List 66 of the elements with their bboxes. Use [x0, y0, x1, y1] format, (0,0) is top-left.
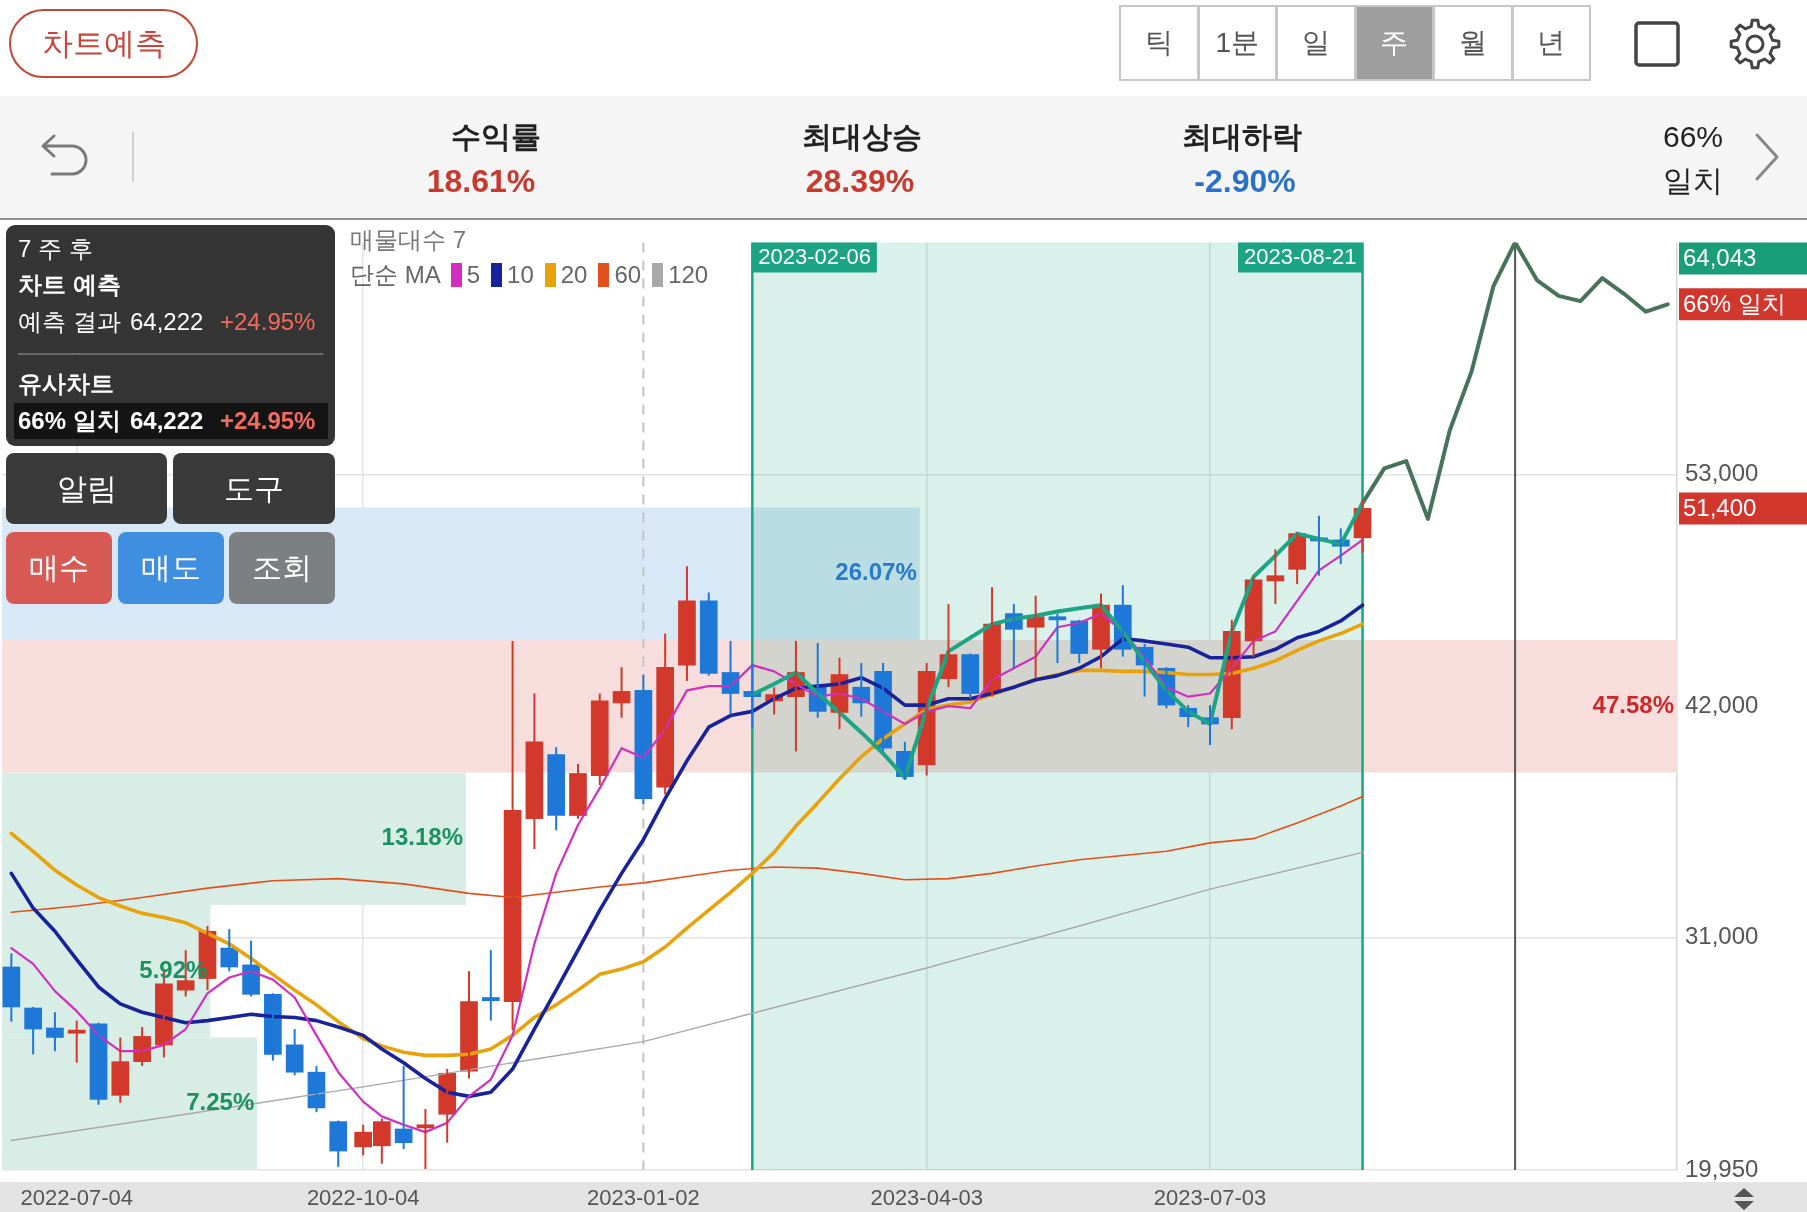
legend-label: 10 — [507, 261, 534, 288]
button: 알림 — [6, 453, 167, 524]
text: 51,400 — [1683, 494, 1757, 521]
button: 매도 — [118, 532, 224, 604]
band-label: 26.07% — [835, 558, 917, 586]
candlestick — [1048, 612, 1067, 664]
annotation: 66% 일치 — [18, 407, 121, 434]
text: 66% 일치 — [1662, 119, 1723, 199]
band-label: 13.18% — [381, 823, 463, 851]
selected-tab: 주 — [1354, 5, 1434, 81]
annotation: 차트 예측 — [18, 271, 121, 298]
candlestick — [329, 1119, 348, 1168]
ref-line-label: 2023-08-21 — [1244, 244, 1357, 270]
annotation: 매물대수 7 — [350, 226, 467, 253]
text: 최대하락 — [1182, 120, 1302, 153]
ref-line-label: 2023-02-06 — [758, 244, 871, 270]
x-tick-label: 2022-10-04 — [306, 1185, 420, 1211]
x-tick-label: 2023-07-03 — [1153, 1185, 1267, 1211]
text: -2.90% — [1194, 163, 1296, 199]
tab: 일 — [1276, 5, 1356, 81]
annotation: 매수 — [29, 551, 89, 584]
candlestick — [699, 591, 718, 677]
annotation: 조회 — [252, 551, 312, 584]
annotation: 도구 — [224, 471, 284, 505]
text: 66% 일치 — [1683, 289, 1786, 317]
band-label: 7.25% — [186, 1088, 255, 1116]
annotation: 예측 결과 — [18, 308, 121, 335]
candlestick — [547, 746, 566, 832]
annotation: 64,222 — [130, 407, 204, 434]
text: 최대상승 — [802, 120, 922, 153]
legend-label: 20 — [560, 261, 588, 288]
button: 매수 — [6, 532, 112, 604]
candlestick — [481, 949, 500, 1022]
y-tick-label: 19,950 — [1685, 1154, 1759, 1182]
annotation: 매도 — [141, 551, 201, 584]
annotation: 유사차트 — [18, 370, 114, 397]
candlestick — [67, 1019, 86, 1064]
pill-button: 차트예측 — [9, 9, 198, 78]
annotation: +24.95% — [220, 308, 316, 335]
band-label: 47.58% — [1592, 690, 1674, 718]
x-tick-label: 2022-07-04 — [20, 1185, 133, 1211]
legend-title: 단순 MA — [350, 261, 441, 288]
candlestick — [111, 1036, 130, 1104]
tab: 1분 — [1197, 5, 1277, 81]
x-tick-label: 2023-04-03 — [870, 1185, 983, 1211]
text: 18.61% — [426, 163, 536, 199]
button: 조회 — [229, 532, 335, 604]
annotation: 7 주 후 — [18, 235, 93, 262]
y-tick-label: 42,000 — [1685, 690, 1759, 718]
annotation: 알림 — [56, 471, 117, 505]
text: 수익률 — [451, 120, 541, 153]
x-tick-label: 2023-01-02 — [587, 1185, 700, 1211]
candlestick — [961, 652, 980, 700]
tab: 월 — [1433, 5, 1513, 81]
tab: 년 — [1511, 5, 1591, 81]
button: 도구 — [173, 453, 335, 524]
annotation: 64,222 — [130, 308, 204, 335]
annotation: +24.95% — [220, 407, 316, 434]
y-tick-label: 53,000 — [1685, 459, 1759, 487]
tab: 틱 — [1119, 5, 1199, 81]
legend-label: 60 — [614, 261, 642, 288]
text: 28.39% — [805, 163, 915, 199]
y-tick-label: 31,000 — [1685, 922, 1759, 950]
legend-label: 120 — [668, 261, 709, 288]
legend-label: 5 — [466, 261, 481, 288]
text: 64,043 — [1683, 244, 1757, 272]
